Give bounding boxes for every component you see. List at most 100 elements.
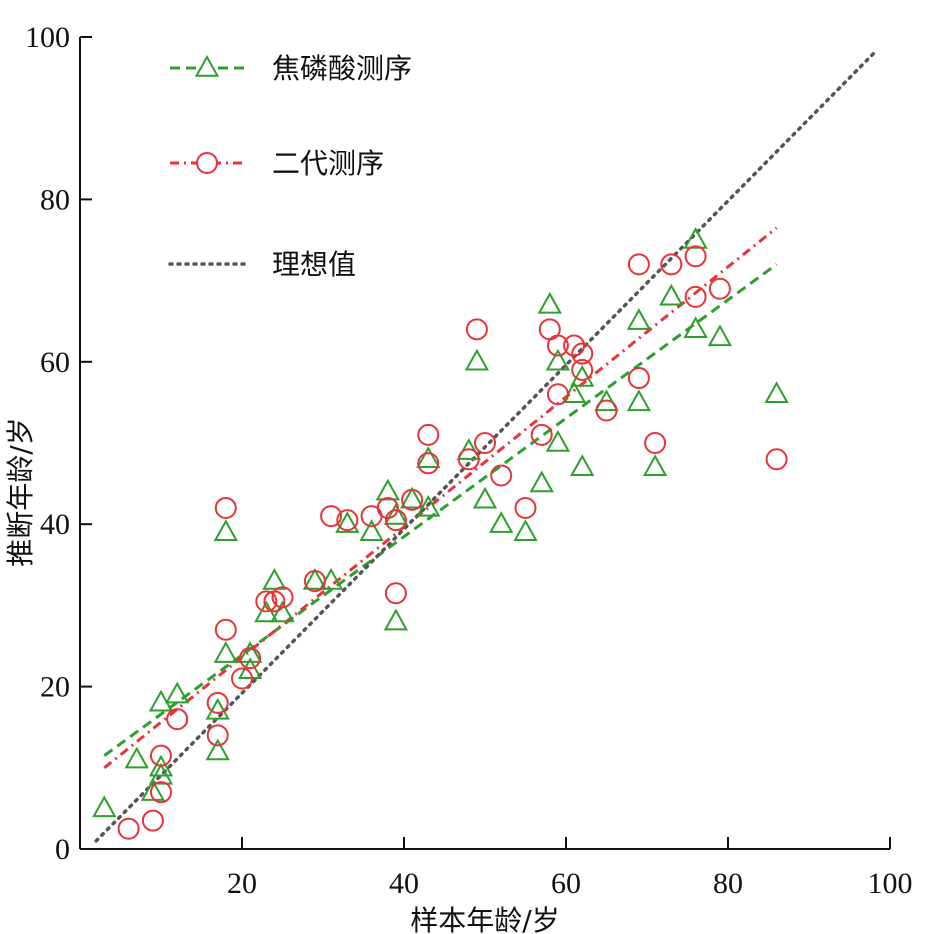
data-point-triangle xyxy=(205,697,230,720)
data-point-circle xyxy=(627,367,650,390)
data-point-circle xyxy=(644,432,667,454)
data-point-triangle xyxy=(529,470,554,493)
data-point-triangle xyxy=(642,454,668,477)
data-point-triangle xyxy=(205,738,230,761)
data-point-triangle xyxy=(545,348,571,371)
data-point-triangle xyxy=(764,381,789,403)
data-point-circle xyxy=(150,744,172,767)
y-axis-label: 推断年龄/岁 xyxy=(4,417,37,566)
data-point-triangle xyxy=(148,754,174,777)
data-point-triangle xyxy=(570,364,595,387)
data-point-triangle xyxy=(683,316,708,339)
data-point-triangle xyxy=(148,689,174,712)
data-point-circle xyxy=(514,496,537,519)
y-tick-label: 60 xyxy=(40,346,70,379)
axes xyxy=(79,37,890,850)
y-ticks: 0 20 40 60 80 100 xyxy=(25,21,92,866)
data-point-circle xyxy=(546,383,569,406)
data-point-triangle xyxy=(399,486,425,509)
legend-marker-circle xyxy=(196,152,218,174)
data-point-triangle xyxy=(464,348,490,371)
data-point-triangle xyxy=(472,486,498,509)
x-tick-label: 20 xyxy=(227,867,257,900)
data-point-circle xyxy=(271,586,294,609)
legend-marker-triangle xyxy=(194,54,220,77)
data-point-triangle xyxy=(594,389,619,412)
data-point-triangle xyxy=(513,519,538,542)
data-point-circle xyxy=(141,809,164,832)
data-point-triangle xyxy=(92,795,117,818)
data-point-triangle xyxy=(262,567,287,590)
data-point-triangle xyxy=(375,478,400,501)
x-axis-label: 样本年龄/岁 xyxy=(410,904,559,934)
data-point-triangle xyxy=(140,779,166,801)
data-point-triangle xyxy=(213,641,238,663)
fit-line xyxy=(103,263,778,757)
legend-label: 二代测序 xyxy=(272,147,384,180)
y-tick-label: 100 xyxy=(25,21,70,54)
data-point-circle xyxy=(206,691,229,714)
data-point-circle xyxy=(571,342,594,365)
y-tick-label: 40 xyxy=(40,508,70,541)
x-tick-label: 60 xyxy=(551,867,581,900)
data-point-circle xyxy=(166,708,189,731)
legend-label: 焦磷酸测序 xyxy=(272,52,412,85)
data-point-triangle xyxy=(383,608,409,631)
data-point-circle xyxy=(117,817,140,840)
data-point-triangle xyxy=(626,308,652,330)
data-point-circle xyxy=(206,724,229,747)
data-point-circle xyxy=(320,505,343,528)
data-point-triangle xyxy=(213,519,238,542)
data-point-circle xyxy=(457,448,480,471)
data-point-triangle xyxy=(489,511,514,533)
data-point-triangle xyxy=(570,454,595,477)
legend-label: 理想值 xyxy=(272,248,356,281)
data-point-circle xyxy=(708,277,731,300)
x-tick-label: 80 xyxy=(713,867,743,900)
data-point-circle xyxy=(627,253,650,276)
data-points xyxy=(92,226,789,840)
data-point-circle xyxy=(571,358,594,381)
data-point-circle xyxy=(546,334,569,357)
x-ticks: 20 40 60 80 100 xyxy=(227,837,913,900)
data-point-triangle xyxy=(335,511,360,533)
data-point-circle xyxy=(231,667,253,690)
data-point-circle xyxy=(417,452,440,475)
data-point-circle xyxy=(660,253,683,276)
data-point-triangle xyxy=(659,283,684,306)
data-point-circle xyxy=(417,423,440,446)
data-point-circle xyxy=(384,582,407,605)
data-point-circle xyxy=(214,618,237,641)
data-point-triangle xyxy=(302,567,328,590)
data-point-circle xyxy=(401,488,424,511)
data-point-circle xyxy=(490,464,513,487)
data-point-circle xyxy=(303,570,326,593)
data-point-triangle xyxy=(561,381,587,403)
data-point-triangle xyxy=(545,429,571,452)
data-point-triangle xyxy=(165,681,190,704)
data-point-circle xyxy=(336,509,359,532)
data-point-circle xyxy=(384,509,407,532)
data-point-triangle xyxy=(626,389,652,412)
data-point-triangle xyxy=(537,291,562,314)
data-point-circle xyxy=(214,496,237,519)
data-point-circle xyxy=(465,318,488,341)
y-tick-label: 80 xyxy=(40,183,70,216)
data-point-circle xyxy=(239,647,262,670)
data-point-circle xyxy=(255,590,278,613)
data-point-triangle xyxy=(683,226,708,249)
data-point-circle xyxy=(376,496,399,519)
data-point-circle xyxy=(684,285,707,308)
fit-line xyxy=(103,226,778,769)
data-point-circle xyxy=(563,334,586,357)
data-point-triangle xyxy=(416,494,441,517)
y-tick-label: 20 xyxy=(40,671,70,704)
data-point-triangle xyxy=(359,519,384,542)
data-point-circle xyxy=(150,781,172,804)
data-point-triangle xyxy=(237,641,263,663)
data-point-triangle xyxy=(383,503,409,525)
x-tick-label: 100 xyxy=(868,867,913,900)
data-point-triangle xyxy=(318,567,344,590)
